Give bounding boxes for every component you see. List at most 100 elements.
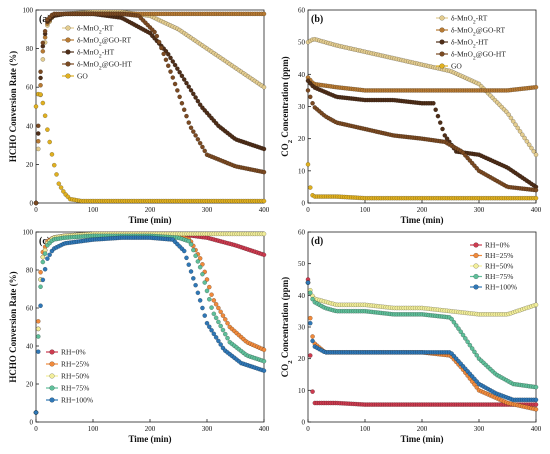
legend-marker (439, 15, 445, 21)
x-tick-label: 200 (417, 206, 428, 214)
x-tick-label: 0 (34, 206, 38, 214)
data-point (40, 277, 46, 283)
data-point (204, 320, 210, 326)
x-tick-label: 100 (360, 206, 371, 214)
data-point (47, 252, 52, 258)
data-point (175, 66, 180, 71)
data-point (216, 319, 221, 325)
data-point (520, 132, 525, 137)
panel-d: 0 100 200 300 400 0 10 20 30 40 50 60 Time (min) CO2 … (280, 229, 542, 445)
data-point (510, 118, 516, 124)
data-point (191, 129, 196, 134)
legend-marker (65, 49, 71, 55)
y-tick-label: 10 (298, 167, 306, 175)
data-point (209, 292, 214, 298)
panel-label: (b) (311, 14, 323, 25)
x-tick-label: 0 (306, 206, 310, 214)
data-point (467, 342, 473, 348)
legend-marker (49, 397, 55, 403)
data-point (172, 81, 178, 87)
legend-marker (439, 39, 445, 45)
y-tick-label: 40 (26, 343, 34, 351)
data-point (47, 139, 52, 145)
data-point (35, 138, 41, 144)
data-point (38, 75, 43, 81)
data-point (38, 92, 43, 97)
legend-label: RH=100% (485, 283, 517, 292)
data-point (213, 301, 219, 307)
data-point (45, 256, 50, 261)
data-point (193, 253, 198, 259)
y-tick-label: 40 (298, 71, 306, 79)
legend-marker (49, 373, 55, 379)
data-point (181, 248, 187, 254)
y-tick-label: 80 (26, 45, 34, 53)
y-tick-label: 0 (30, 419, 34, 427)
data-point (474, 385, 480, 390)
legend: δ-MnO2-RTδ-MnO2@GO-RTδ-MnO2-HTδ-MnO2@GO-… (62, 24, 132, 81)
data-point (261, 11, 267, 17)
legend: RH=0% RH=25% RH=50% RH=75% RH=100% (46, 348, 93, 405)
series-5 (305, 162, 539, 201)
data-point (206, 296, 212, 302)
panel-b: 0 100 200 300 400 0 10 20 30 40 50 60 Time (min) CO2 … (280, 7, 542, 226)
data-point (188, 242, 194, 247)
legend-label: RH=0% (61, 348, 86, 357)
data-point (515, 125, 521, 131)
legend-marker (49, 361, 55, 367)
data-point (261, 231, 267, 237)
legend-marker (65, 25, 71, 31)
y-tick-label: 100 (23, 7, 34, 15)
y-tick-label: 20 (26, 161, 34, 169)
data-point (524, 139, 530, 144)
data-point (191, 276, 196, 281)
data-point (213, 315, 219, 321)
data-point (469, 346, 475, 351)
data-point (202, 148, 208, 154)
x-tick-label: 100 (88, 425, 99, 433)
plot-area (307, 231, 537, 423)
y-tick-label: 0 (30, 200, 34, 208)
data-point (458, 329, 464, 335)
y-axis-title: HCHO Conversion Rate (%) (8, 51, 18, 162)
legend-label: RH=75% (61, 384, 89, 393)
data-point (35, 326, 41, 332)
y-tick-label: 60 (298, 229, 306, 237)
data-point (463, 336, 468, 341)
y-tick-label: 20 (298, 135, 306, 143)
data-point (40, 254, 46, 260)
legend-marker (473, 263, 479, 269)
data-point (184, 80, 189, 86)
data-point (435, 113, 441, 119)
data-point (193, 95, 198, 100)
data-point (58, 185, 64, 190)
data-point (40, 40, 46, 46)
data-point (38, 284, 43, 290)
y-tick-label: 20 (26, 381, 34, 389)
data-point (307, 185, 313, 190)
x-tick-label: 300 (202, 206, 213, 214)
data-point (195, 137, 201, 142)
x-tick-label: 200 (145, 425, 156, 433)
series-5 (33, 91, 267, 204)
legend-label: RH=0% (485, 241, 510, 250)
data-point (42, 113, 48, 119)
data-point (508, 115, 514, 121)
data-point (188, 269, 194, 274)
series-2 (305, 75, 539, 93)
x-tick-label: 100 (88, 206, 99, 214)
legend-label: δ-MnO2@GO-RT (451, 26, 505, 38)
data-point (211, 311, 217, 317)
data-point (56, 181, 62, 186)
series-5 (33, 235, 267, 415)
data-point (177, 94, 182, 100)
legend-marker (49, 349, 55, 355)
y-axis-title: CO2 Concentration (ppm) (280, 277, 294, 377)
x-axis-title: Time (min) (400, 434, 443, 444)
data-point (305, 162, 311, 167)
y-tick-label: 60 (26, 305, 34, 313)
x-tick-label: 300 (474, 425, 485, 433)
legend-marker (439, 27, 445, 33)
y-tick-label: 30 (298, 324, 306, 332)
legend-marker (49, 385, 55, 391)
